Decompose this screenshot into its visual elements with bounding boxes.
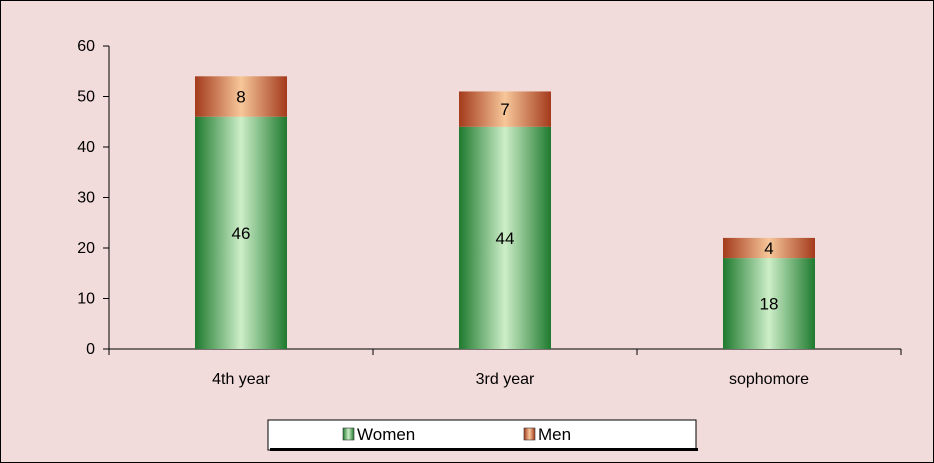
- data-label-women: 46: [232, 224, 251, 243]
- legend-box: [267, 419, 697, 451]
- bar-men-1: [195, 76, 287, 117]
- y-tick-label: 10: [77, 291, 95, 308]
- bar-men-3: [723, 237, 815, 259]
- labels: 46 8 4th year 44 7 3rd year 18 4 sophomore: [212, 88, 809, 389]
- y-tick-label: 40: [77, 139, 95, 156]
- bar-women-3: [723, 258, 815, 349]
- data-label-men: 7: [500, 100, 509, 119]
- y-tick-label: 60: [77, 38, 95, 55]
- x-category-label: sophomore: [729, 371, 809, 388]
- bars: [195, 76, 815, 349]
- legend-label-men: Men: [538, 425, 571, 444]
- y-tick-label: 50: [77, 89, 95, 106]
- legend-swatch-women: [342, 427, 355, 441]
- legend-swatch-men: [523, 427, 536, 441]
- legend-shadow: [270, 448, 698, 451]
- bar-women-1: [195, 116, 287, 349]
- data-label-men: 8: [236, 88, 245, 107]
- y-tick-label: 20: [77, 240, 95, 257]
- data-label-men: 4: [764, 239, 773, 258]
- legend: Women Men: [267, 419, 698, 451]
- y-tick-label: 30: [77, 190, 95, 207]
- y-tick-label: 0: [86, 341, 95, 358]
- x-category-label: 3rd year: [476, 371, 535, 388]
- data-label-women: 44: [496, 229, 515, 248]
- bar-men-2: [459, 91, 551, 127]
- data-label-women: 18: [760, 295, 779, 314]
- bar-women-2: [459, 126, 551, 349]
- legend-label-women: Women: [357, 425, 415, 444]
- x-category-label: 4th year: [212, 371, 270, 388]
